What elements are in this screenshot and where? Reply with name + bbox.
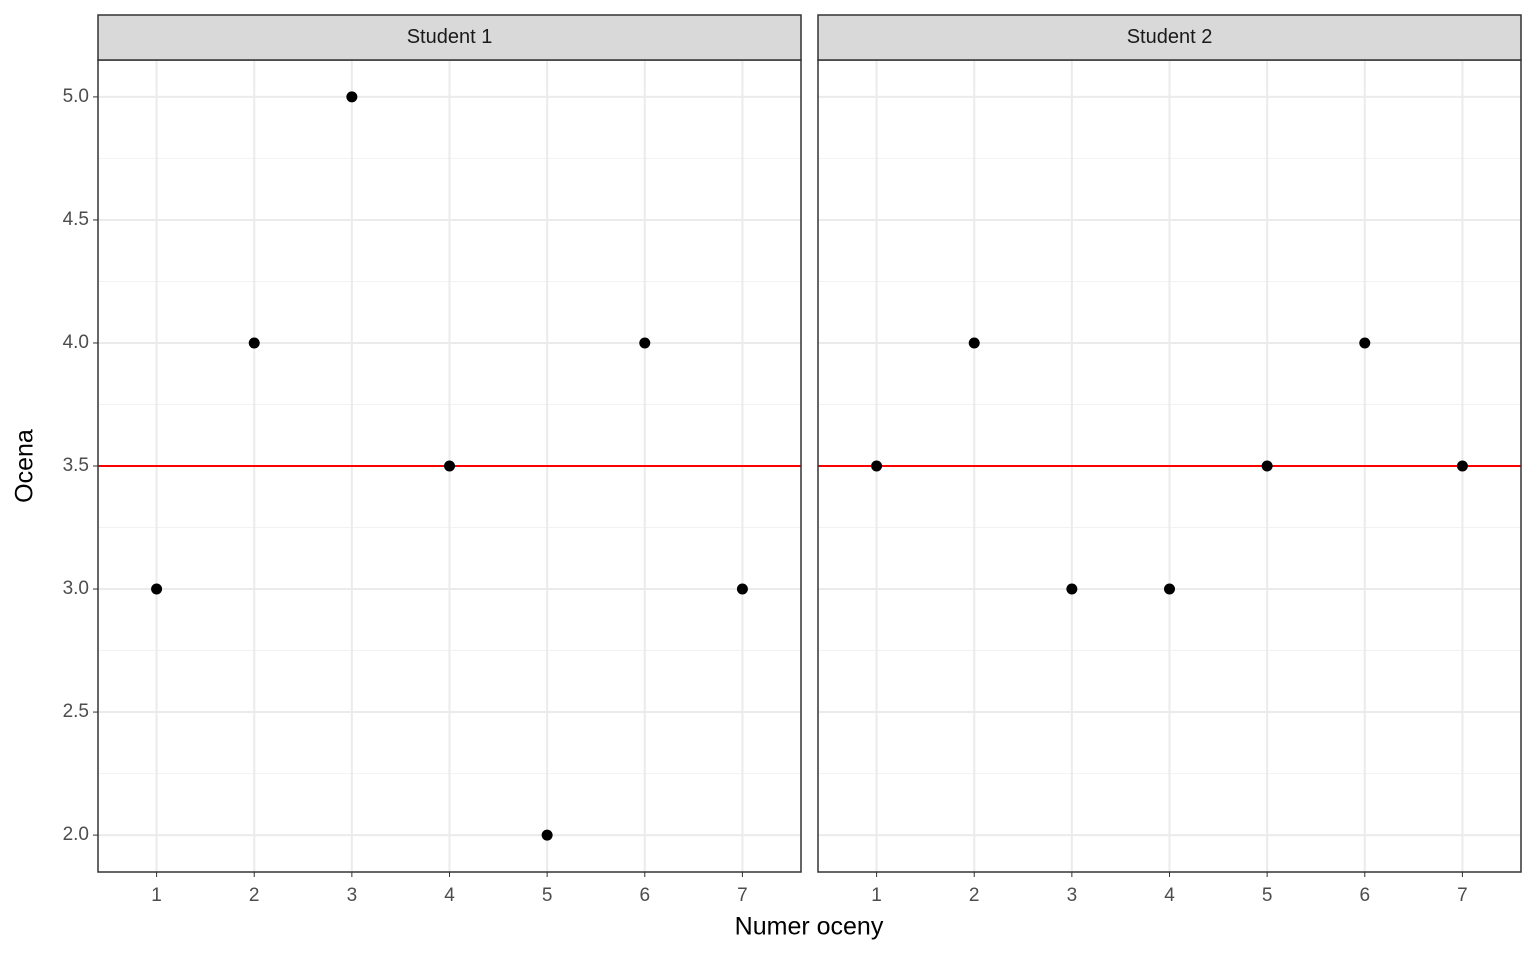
y-tick-label: 4.0 <box>63 332 89 353</box>
y-tick-label: 2.5 <box>63 701 89 722</box>
point <box>1164 583 1175 595</box>
strip <box>817 14 1522 61</box>
x-tick-label: 3 <box>347 885 358 906</box>
x-tick-label: 5 <box>542 885 553 906</box>
y-tick-label: 3.0 <box>63 578 89 599</box>
point <box>1066 583 1078 595</box>
y-tick-label: 4.5 <box>63 209 89 230</box>
point <box>639 337 651 349</box>
y-tick-label: 5.0 <box>63 86 89 107</box>
point <box>968 337 980 349</box>
point <box>736 583 748 595</box>
x-tick-label: 2 <box>249 885 260 906</box>
y-axis-title: Ocena <box>11 429 39 503</box>
x-tick-label: 4 <box>1164 885 1175 906</box>
strip <box>97 14 802 61</box>
x-tick-label: 7 <box>1457 885 1468 906</box>
x-tick-label: 3 <box>1067 885 1078 906</box>
strip-title: Student 1 <box>407 26 493 48</box>
strip-title: Student 2 <box>1127 26 1213 48</box>
x-tick-label: 7 <box>737 885 748 906</box>
point <box>871 460 883 472</box>
point <box>1359 337 1371 349</box>
point <box>1261 460 1273 472</box>
x-tick-label: 6 <box>639 885 650 906</box>
x-tick-label: 1 <box>151 885 162 906</box>
y-tick-label: 2.0 <box>63 824 89 845</box>
point <box>248 337 260 349</box>
y-tick-label: 3.5 <box>63 455 89 476</box>
x-tick-label: 2 <box>969 885 980 906</box>
x-tick-label: 6 <box>1359 885 1370 906</box>
x-axis-title: Numer oceny <box>735 913 884 941</box>
x-tick-label: 1 <box>871 885 882 906</box>
point <box>444 460 455 472</box>
x-tick-label: 4 <box>444 885 455 906</box>
point <box>346 91 358 103</box>
x-tick-label: 5 <box>1262 885 1273 906</box>
point <box>541 829 553 841</box>
point <box>151 583 163 595</box>
point <box>1456 460 1468 472</box>
